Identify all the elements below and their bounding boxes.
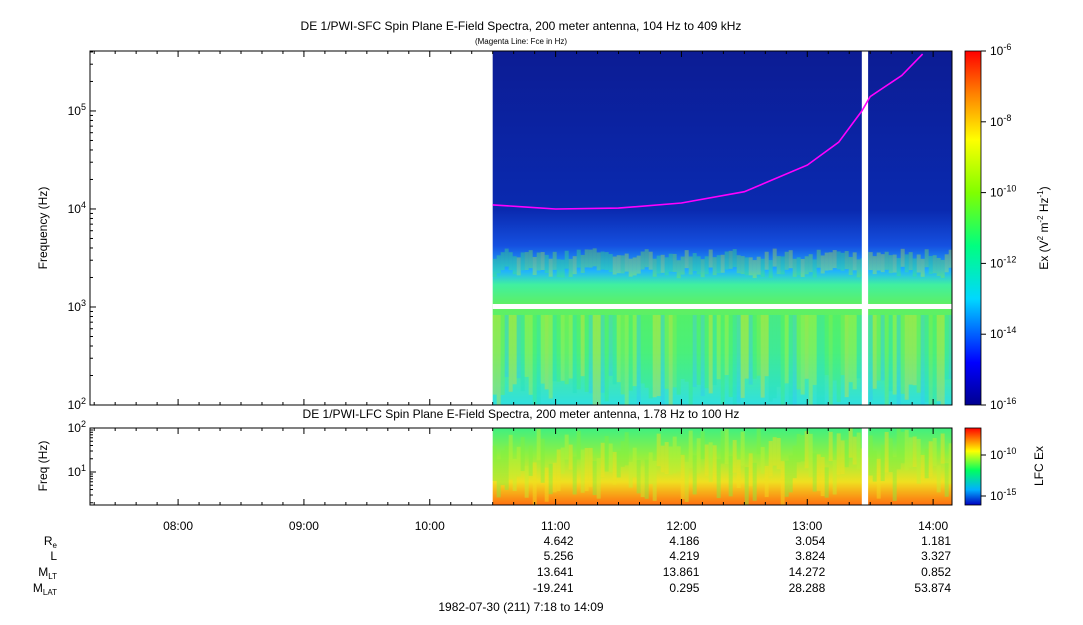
sfc-y-axis-label: Frequency (Hz) xyxy=(36,187,50,270)
x-tick-label: 14:00 xyxy=(918,519,948,533)
sfc-colorbar-tick-label: 10-16 xyxy=(990,396,1016,412)
x-tick-label: 11:00 xyxy=(541,519,570,533)
sfc-colorbar-ticks: 10-6 10-8 10-10 10-12 10-14 10-16 xyxy=(981,42,1016,412)
lfc-title: DE 1/PWI-LFC Spin Plane E-Field Spectra,… xyxy=(303,407,740,421)
sfc-colorbar-tick-label: 10-10 xyxy=(990,184,1016,200)
main-subtitle: (Magenta Line: Fce in Hz) xyxy=(475,37,567,46)
lfc-data-region xyxy=(492,428,952,505)
time-axis: 08:00 09:00 10:00 11:00 12:00 13:00 14:00 xyxy=(93,51,948,533)
lfc-y-axis-label: Freq (Hz) xyxy=(36,441,50,492)
sfc-spectrogram xyxy=(492,51,952,405)
fce-line xyxy=(492,53,924,210)
sfc-plot-frame xyxy=(89,50,953,406)
lfc-colorbar-ticks: 10-10 10-15 xyxy=(981,446,1016,503)
ephemeris-value: 3.327 xyxy=(921,549,951,563)
lfc-y-tick-label: 101 xyxy=(68,463,86,479)
ephemeris-value: 3.054 xyxy=(795,534,825,548)
x-tick-label: 09:00 xyxy=(289,519,319,533)
ephemeris-value: 13.861 xyxy=(663,565,700,579)
lfc-y-axis: 101 102 xyxy=(68,419,96,504)
ephemeris-value: 4.186 xyxy=(669,534,699,548)
sfc-colorbar-label: Ex (V2 m-2 Hz-1) xyxy=(1036,186,1051,269)
sfc-colorbar-tick-label: 10-14 xyxy=(990,325,1016,341)
ephemeris-value: 4.219 xyxy=(669,549,699,563)
ephemeris-value: 5.256 xyxy=(544,549,574,563)
ephemeris-row-label: MLAT xyxy=(33,581,57,597)
x-tick-label: 08:00 xyxy=(163,519,193,533)
ephemeris-value: 3.824 xyxy=(795,549,825,563)
sfc-colorbar xyxy=(964,50,982,406)
lfc-colorbar xyxy=(964,427,982,506)
lfc-colorbar-tick-label: 10-10 xyxy=(990,446,1016,462)
sfc-data-region xyxy=(492,51,952,405)
main-title: DE 1/PWI-SFC Spin Plane E-Field Spectra,… xyxy=(301,19,742,33)
time-range-footer: 1982-07-30 (211) 7:18 to 14:09 xyxy=(438,600,604,614)
ephemeris-table: Re 4.642 4.186 3.054 1.181 L 5.256 4.219 3.824 3.… xyxy=(33,534,952,597)
sfc-y-axis: 102 103 104 105 xyxy=(68,51,96,412)
lfc-y-tick-label: 102 xyxy=(68,419,86,435)
lfc-colorbar-label: LFC Ex xyxy=(1032,446,1046,486)
sfc-y-tick-label: 102 xyxy=(68,396,86,412)
ephemeris-value: 0.852 xyxy=(921,565,951,579)
ephemeris-value: 14.272 xyxy=(789,565,826,579)
sfc-data-gap xyxy=(861,51,869,405)
sfc-colorbar-tick-label: 10-8 xyxy=(990,113,1011,129)
lfc-data-gap xyxy=(861,428,869,505)
sfc-y-tick-label: 103 xyxy=(68,298,86,314)
sfc-y-tick-label: 105 xyxy=(68,102,86,118)
x-tick-label: 10:00 xyxy=(415,519,445,533)
sfc-freq-gap-band xyxy=(492,303,952,309)
ephemeris-value: 13.641 xyxy=(537,565,574,579)
lfc-colorbar-tick-label: 10-15 xyxy=(990,487,1016,503)
lfc-spectrogram xyxy=(492,428,952,505)
ephemeris-value: 28.288 xyxy=(789,581,826,595)
sfc-y-tick-label: 104 xyxy=(68,200,86,216)
sfc-colorbar-tick-label: 10-6 xyxy=(990,42,1011,58)
ephemeris-row-label: Re xyxy=(44,534,58,550)
ephemeris-row-label: MLT xyxy=(38,565,57,581)
x-tick-label: 13:00 xyxy=(792,519,822,533)
sfc-colorbar-tick-label: 10-12 xyxy=(990,254,1016,270)
ephemeris-value: 4.642 xyxy=(544,534,574,548)
ephemeris-row-label: L xyxy=(50,549,57,563)
x-tick-label: 12:00 xyxy=(666,519,696,533)
ephemeris-value: -19.241 xyxy=(533,581,574,595)
ephemeris-value: 1.181 xyxy=(921,534,951,548)
ephemeris-value: 0.295 xyxy=(669,581,699,595)
lfc-plot-frame xyxy=(89,427,953,506)
ephemeris-value: 53.874 xyxy=(914,581,951,595)
